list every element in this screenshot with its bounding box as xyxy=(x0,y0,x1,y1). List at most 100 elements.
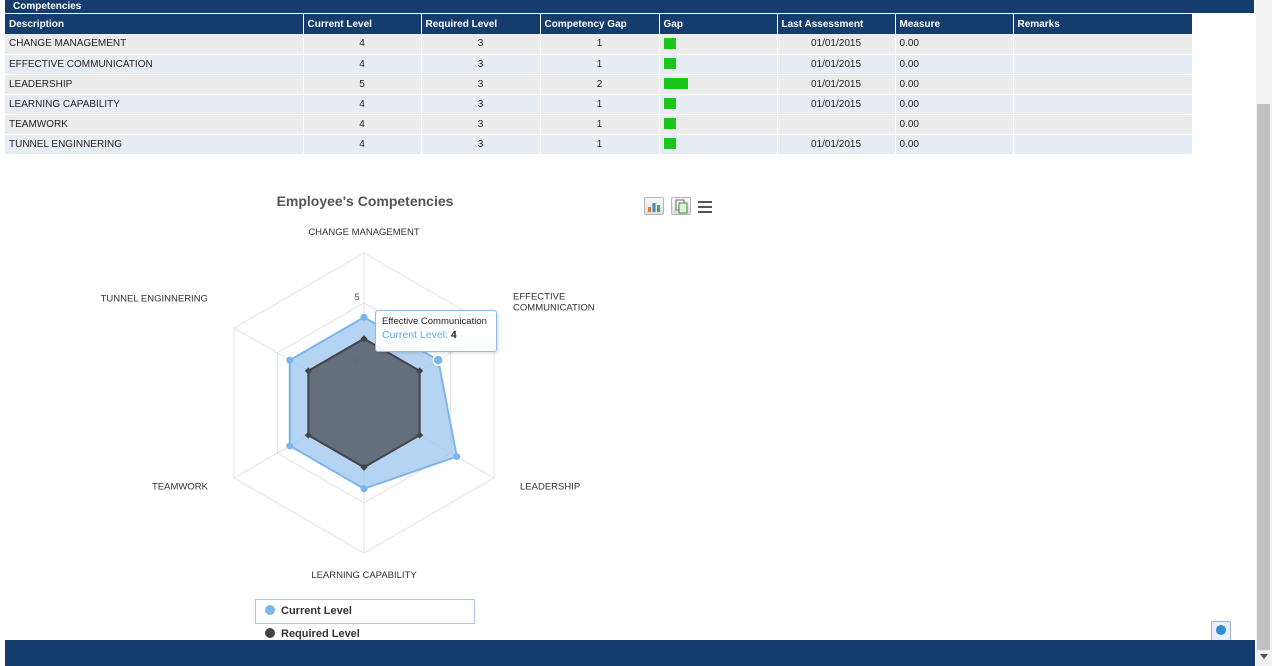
competencies-table: Description Current Level Required Level… xyxy=(5,14,1193,155)
cell-current-level: 4 xyxy=(303,54,422,75)
cell-description: TUNNEL ENGINNERING xyxy=(5,134,304,155)
vertical-scrollbar[interactable] xyxy=(1256,0,1272,666)
cell-remarks xyxy=(1013,134,1193,155)
cell-competency-gap: 1 xyxy=(540,94,660,115)
data-point-required-level xyxy=(360,335,368,343)
cell-last-assessment: 01/01/2015 xyxy=(777,74,896,95)
gap-bar xyxy=(663,58,676,70)
cell-last-assessment: 01/01/2015 xyxy=(777,94,896,115)
floating-action-button[interactable] xyxy=(1211,621,1231,641)
column-header[interactable]: Current Level xyxy=(303,14,422,34)
chart-title: Employee's Competencies xyxy=(276,193,454,209)
table-row[interactable]: LEADERSHIP 5 3 2 01/01/2015 0.00 xyxy=(5,74,1193,95)
cell-description: EFFECTIVE COMMUNICATION xyxy=(5,54,304,75)
tooltip-value: 4 xyxy=(450,329,457,341)
cell-last-assessment: 01/01/2015 xyxy=(777,134,896,155)
tooltip-title: Effective Communication xyxy=(382,316,487,327)
legend-dot-current xyxy=(265,605,275,615)
column-header[interactable]: Gap xyxy=(659,14,778,34)
cell-gap-bar xyxy=(659,94,778,115)
cell-measure: 0.00 xyxy=(895,74,1014,95)
legend-item-current[interactable]: Current Level xyxy=(265,600,352,623)
column-header[interactable]: Remarks xyxy=(1013,14,1193,34)
table-row[interactable]: CHANGE MANAGEMENT 4 3 1 01/01/2015 0.00 xyxy=(5,34,1193,55)
data-point-required-level xyxy=(416,431,424,439)
cell-remarks xyxy=(1013,34,1193,55)
radial-tick-label: 5 xyxy=(354,292,359,303)
chart-legend: Current Level Required Level xyxy=(255,599,475,640)
data-point-current-level xyxy=(360,313,368,321)
data-point-required-level xyxy=(304,367,312,375)
cell-current-level: 4 xyxy=(303,114,422,135)
cell-measure: 0.00 xyxy=(895,134,1014,155)
column-header[interactable]: Competency Gap xyxy=(540,14,660,34)
cell-gap-bar xyxy=(659,74,778,95)
gap-bar xyxy=(663,78,688,90)
cell-current-level: 4 xyxy=(303,94,422,115)
column-header[interactable]: Last Assessment xyxy=(777,14,896,34)
cell-required-level: 3 xyxy=(421,34,541,55)
gap-bar xyxy=(663,98,676,110)
table-header-row: Description Current Level Required Level… xyxy=(5,14,1193,34)
cell-measure: 0.00 xyxy=(895,54,1014,75)
section-header: Competencies xyxy=(5,0,1254,13)
cell-competency-gap: 1 xyxy=(540,54,660,75)
cell-remarks xyxy=(1013,54,1193,75)
cell-competency-gap: 1 xyxy=(540,114,660,135)
data-point-required-level xyxy=(360,463,368,471)
table-row[interactable]: EFFECTIVE COMMUNICATION 4 3 1 01/01/2015 0.00 xyxy=(5,54,1193,75)
cell-last-assessment xyxy=(777,114,896,135)
cell-gap-bar xyxy=(659,34,778,55)
cell-measure: 0.00 xyxy=(895,34,1014,55)
cell-last-assessment: 01/01/2015 xyxy=(777,34,896,55)
axis-label: CHANGE MANAGEMENT xyxy=(308,227,420,238)
chart-tooltip: Effective Communication Current Level: 4 xyxy=(375,310,497,352)
cell-gap-bar xyxy=(659,114,778,135)
cell-competency-gap: 1 xyxy=(540,34,660,55)
cell-measure: 0.00 xyxy=(895,94,1014,115)
data-point-current-level xyxy=(360,485,368,493)
competencies-chart: 52CHANGE MANAGEMENTEFFECTIVECOMMUNICATIO… xyxy=(100,185,740,640)
legend-label-required: Required Level xyxy=(281,628,360,640)
cell-required-level: 3 xyxy=(421,54,541,75)
cell-current-level: 4 xyxy=(303,34,422,55)
table-row[interactable]: LEARNING CAPABILITY 4 3 1 01/01/2015 0.00 xyxy=(5,94,1193,115)
axis-label: LEARNING CAPABILITY xyxy=(311,570,417,581)
cell-last-assessment: 01/01/2015 xyxy=(777,54,896,75)
cell-description: CHANGE MANAGEMENT xyxy=(5,34,304,55)
table-row[interactable]: TEAMWORK 4 3 1 0.00 xyxy=(5,114,1193,135)
copy-icon[interactable] xyxy=(671,197,691,215)
cell-gap-bar xyxy=(659,134,778,155)
cell-description: LEARNING CAPABILITY xyxy=(5,94,304,115)
cell-gap-bar xyxy=(659,54,778,75)
cell-description: TEAMWORK xyxy=(5,114,304,135)
cell-remarks xyxy=(1013,74,1193,95)
data-point-current-level xyxy=(286,356,294,364)
legend-item-required[interactable]: Required Level xyxy=(265,623,360,646)
chart-export-icon[interactable] xyxy=(644,197,664,215)
cell-competency-gap: 2 xyxy=(540,74,660,95)
axis-label: TUNNEL ENGINNERING xyxy=(101,294,208,305)
radar-chart-svg: 52CHANGE MANAGEMENTEFFECTIVECOMMUNICATIO… xyxy=(101,227,595,581)
cell-current-level: 4 xyxy=(303,134,422,155)
legend-dot-required xyxy=(265,628,275,638)
legend-label-current: Current Level xyxy=(281,605,352,617)
hamburger-menu-icon[interactable] xyxy=(698,201,712,213)
column-header[interactable]: Description xyxy=(5,14,304,34)
data-point-required-level xyxy=(416,367,424,375)
axis-label: TEAMWORK xyxy=(152,481,209,492)
tooltip-series-name: Current Level xyxy=(382,329,446,341)
gap-bar xyxy=(663,118,676,130)
page-footer xyxy=(5,640,1255,666)
data-point-current-level xyxy=(453,453,461,461)
scrollbar-thumb[interactable] xyxy=(1257,104,1270,650)
column-header[interactable]: Required Level xyxy=(421,14,541,34)
axis-label: EFFECTIVE xyxy=(513,292,565,303)
cell-description: LEADERSHIP xyxy=(5,74,304,95)
cell-required-level: 3 xyxy=(421,94,541,115)
gap-bar xyxy=(663,138,676,150)
table-row[interactable]: TUNNEL ENGINNERING 4 3 1 01/01/2015 0.00 xyxy=(5,134,1193,155)
scroll-down-arrow-icon[interactable] xyxy=(1260,654,1268,659)
cell-required-level: 3 xyxy=(421,114,541,135)
column-header[interactable]: Measure xyxy=(895,14,1014,34)
